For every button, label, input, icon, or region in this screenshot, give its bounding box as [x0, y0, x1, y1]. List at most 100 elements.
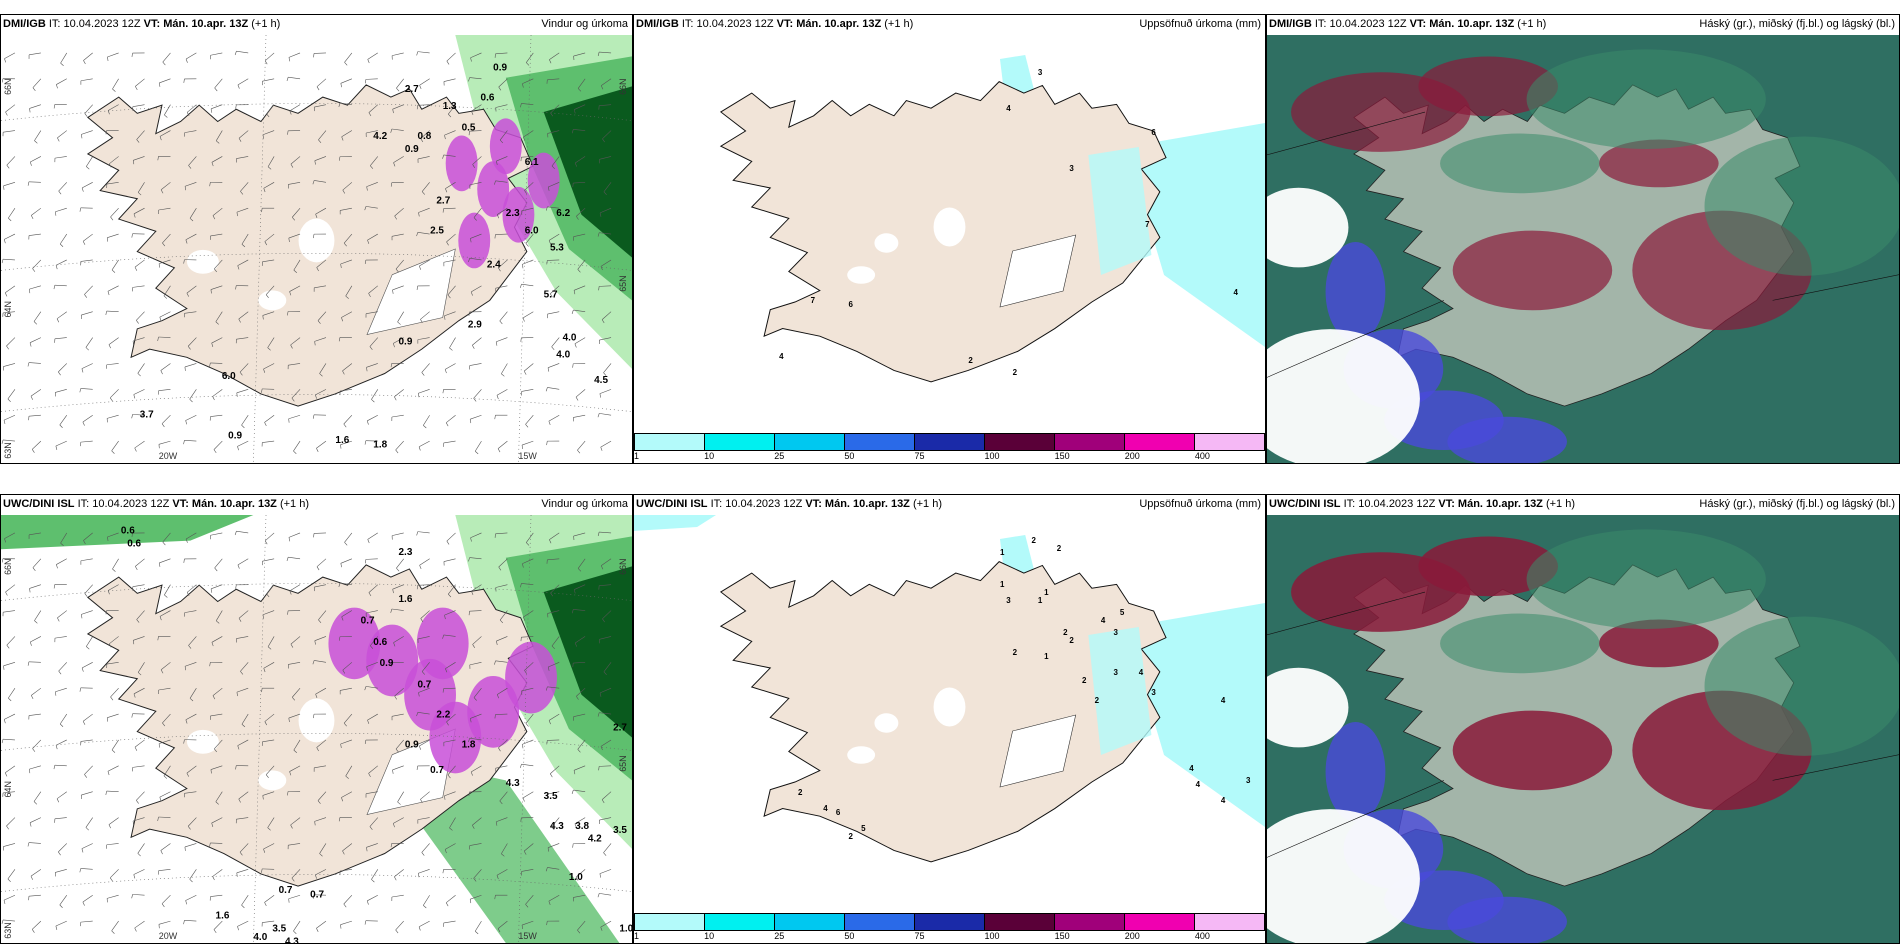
precip-value: 2.4 [487, 260, 501, 271]
accum-value: 2 [1069, 636, 1074, 645]
colorbar-tick: 200 [1124, 451, 1140, 461]
accum-value: 2 [849, 832, 854, 841]
precip-value: 1.0 [619, 924, 632, 935]
accum-value: 6 [1151, 128, 1156, 137]
colorbar-tick: 200 [1124, 931, 1140, 941]
precip-value: 3.8 [575, 821, 589, 832]
accum-value: 3 [1006, 596, 1011, 605]
map-area[interactable] [1267, 515, 1899, 943]
heavy-precip [445, 118, 560, 269]
colorbar-swatch [1125, 914, 1195, 930]
accum-value: 1 [1000, 548, 1005, 557]
axis-label: 65N [618, 755, 628, 771]
accum-value: 1 [1044, 588, 1049, 597]
accum-value: 2 [1095, 696, 1100, 705]
accum-value: 4 [1139, 668, 1144, 677]
precip-value: 2.5 [430, 225, 444, 236]
axis-label: 66N [3, 78, 13, 94]
cloud-layers [1267, 49, 1899, 463]
axis-label: 65N [618, 275, 628, 291]
precip-value: 0.9 [399, 337, 413, 348]
precip-value: 6.2 [556, 208, 570, 219]
precip-value: 1.6 [399, 594, 413, 605]
precip-value: 0.6 [481, 93, 495, 104]
axis-label: 63N [3, 442, 13, 458]
precip-value: 0.6 [127, 538, 141, 549]
panel-title: Háský (gr.), miðský (fj.bl.) og lágský (… [1699, 18, 1895, 30]
panel-header: DMI/IGB IT: 10.04.2023 12Z VT: Mán. 10.a… [636, 18, 1261, 34]
precip-value: 0.5 [462, 123, 476, 134]
accum-value: 7 [1145, 220, 1150, 229]
accum-value: 4 [1233, 288, 1238, 297]
precip-value: 1.3 [443, 101, 457, 112]
accum-value: 3 [1114, 628, 1119, 637]
accum-value: 4 [1006, 104, 1011, 113]
panel-header: DMI/IGB IT: 10.04.2023 12Z VT: Mán. 10.a… [1269, 18, 1895, 34]
panel-title: Háský (gr.), miðský (fj.bl.) og lágský (… [1699, 498, 1895, 510]
colorbar-swatch [985, 914, 1055, 930]
accum-values: 3 4 3 6 7 7 4 6 4 2 2 [779, 68, 1238, 377]
accum-value: 4 [1189, 764, 1194, 773]
accum-value: 3 [1069, 164, 1074, 173]
precip-values: 0.9 2.7 1.3 0.6 0.8 4.2 0.9 0.5 6.1 2.7 2.5 2.3 6.0 6… [140, 63, 609, 451]
colorbar-tick: 1 [634, 451, 640, 461]
accum-value: 6 [836, 808, 841, 817]
colorbar-swatch [915, 434, 985, 450]
precip-value: 0.7 [417, 680, 431, 691]
axis-label: 66N [618, 78, 628, 94]
accum-value: 1 [1038, 596, 1043, 605]
accum-value: 4 [1221, 796, 1226, 805]
accum-value: 2 [798, 788, 803, 797]
map-area[interactable]: 3 4 3 6 7 7 4 6 4 2 2 [634, 35, 1265, 435]
colorbar-swatch [635, 434, 705, 450]
colorbar-swatch [845, 914, 915, 930]
precip-value: 2.9 [468, 319, 482, 330]
panel-title: Uppsöfnuð úrkoma (mm) [1139, 498, 1261, 510]
panel-title: Uppsöfnuð úrkoma (mm) [1139, 18, 1261, 30]
precip-value: 0.7 [361, 615, 375, 626]
precip-values: 0.60.62.31.60.60.70.90.72.21.80.90.74.33… [121, 526, 632, 943]
precip-value: 2.3 [506, 208, 520, 219]
panel-title: Vindur og úrkoma [541, 498, 628, 510]
precip-value: 1.8 [373, 439, 387, 450]
panel-dmi-wind: DMI/IGB IT: 10.04.2023 12Z VT: Mán. 10.a… [0, 14, 633, 464]
panel-title: Vindur og úrkoma [541, 18, 628, 30]
colorbar-tick: 75 [914, 451, 925, 461]
map-area[interactable]: 0.9 2.7 1.3 0.6 0.8 4.2 0.9 0.5 6.1 2.7 2.5 2.3 6.0 6… [1, 35, 632, 463]
axis-label: 64N [3, 781, 13, 797]
map-area[interactable]: 0.6 0.6 2.3 1.6 0.6 0.7 0.9 0.7 2.2 1.8 0.9 0.7 4.3 3… [1, 515, 632, 943]
colorbar-tick: 25 [774, 451, 785, 461]
map-area[interactable] [1267, 35, 1899, 463]
accum-value: 4 [1101, 616, 1106, 625]
colorbar-tick: 100 [984, 451, 1000, 461]
precip-value: 4.3 [506, 778, 520, 789]
precip-value: 6.1 [525, 157, 539, 168]
precip-value: 0.6 [373, 637, 387, 648]
precip-value: 4.5 [594, 375, 608, 386]
colorbar-tick: 400 [1194, 451, 1210, 461]
accum-value: 2 [1082, 676, 1087, 685]
colorbar-tick: 150 [1054, 451, 1070, 461]
accum-value: 2 [1057, 544, 1062, 553]
colorbar-ticks: 1 10 25 50 75 100 150 200 400 [634, 931, 1265, 943]
panel-uwc-cloud: UWC/DINI ISL IT: 10.04.2023 12Z VT: Mán.… [1266, 494, 1900, 944]
precip-value: 1.6 [335, 435, 349, 446]
panel-header: UWC/DINI ISL IT: 10.04.2023 12Z VT: Mán.… [1269, 498, 1895, 514]
colorbar-tick: 400 [1194, 931, 1210, 941]
precip-value: 0.9 [380, 658, 394, 669]
accum-value: 4 [779, 352, 784, 361]
colorbar-tick: 50 [844, 931, 855, 941]
heavy-precip [328, 607, 557, 774]
axis-label: 66N [3, 558, 13, 574]
panel-uwc-wind: UWC/DINI ISL IT: 10.04.2023 12Z VT: Mán.… [0, 494, 633, 944]
precip-value: 1.6 [216, 911, 230, 922]
colorbar-tick: 1 [634, 931, 640, 941]
precip-value: 0.9 [493, 63, 507, 74]
colorbar-tick: 150 [1054, 931, 1070, 941]
panel-header: UWC/DINI ISL IT: 10.04.2023 12Z VT: Mán.… [636, 498, 1261, 514]
accum-value: 1 [1044, 652, 1049, 661]
precip-value: 1.8 [462, 740, 476, 751]
colorbar-swatch [705, 914, 775, 930]
